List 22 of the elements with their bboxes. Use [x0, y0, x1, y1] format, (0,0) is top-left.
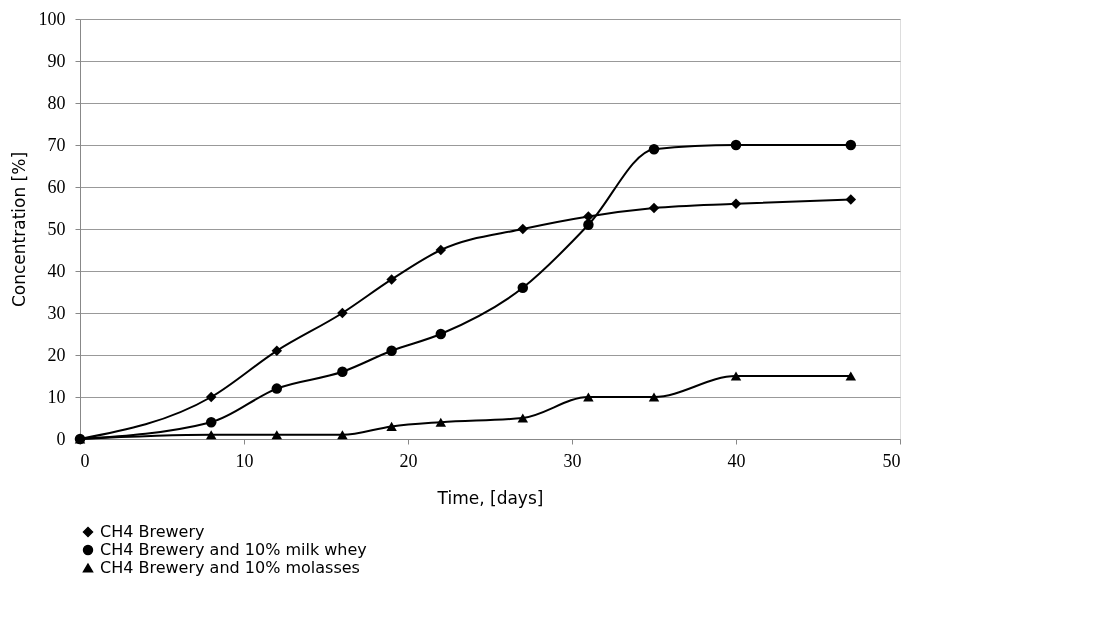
legend-label: CH4 Brewery	[100, 522, 205, 541]
y-tick-label: 70	[47, 134, 66, 155]
x-tick-label: 0	[80, 450, 90, 471]
y-tick-label: 60	[47, 176, 66, 197]
legend-label: CH4 Brewery and 10% milk whey	[100, 540, 367, 559]
y-tick-label: 20	[47, 344, 66, 365]
y-tick-label: 80	[47, 92, 66, 113]
y-tick-label: 90	[47, 50, 66, 71]
y-tick-label: 0	[56, 428, 66, 449]
x-axis-title: Time, [days]	[436, 487, 544, 508]
y-tick-label: 10	[47, 386, 66, 407]
y-tick-label: 40	[47, 260, 66, 281]
x-tick-label: 10	[235, 450, 254, 471]
y-tick-label: 30	[47, 302, 66, 323]
legend-label: CH4 Brewery and 10% molasses	[100, 558, 360, 577]
x-tick-label: 20	[399, 450, 418, 471]
x-tick-label: 30	[563, 450, 582, 471]
y-tick-label: 50	[47, 218, 66, 239]
x-tick-label: 50	[882, 450, 901, 471]
y-tick-label: 100	[38, 8, 66, 29]
y-axis-title: Concentration [%]	[8, 151, 29, 308]
x-tick-label: 40	[727, 450, 746, 471]
